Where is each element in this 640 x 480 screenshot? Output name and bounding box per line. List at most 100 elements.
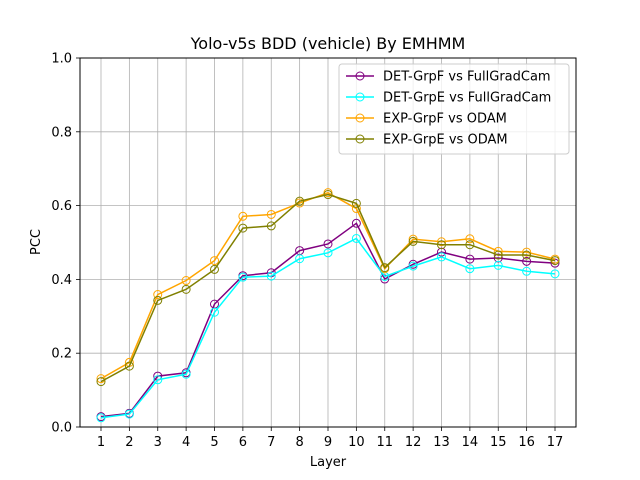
data-point	[323, 190, 333, 200]
data-point	[493, 250, 503, 260]
data-point	[522, 256, 532, 266]
data-point	[493, 260, 503, 270]
data-point	[522, 266, 532, 276]
data-point	[124, 409, 134, 419]
data-point	[351, 218, 361, 228]
data-point	[295, 196, 305, 206]
legend-marker	[355, 92, 365, 102]
data-point	[550, 269, 560, 279]
y-tick-label: 0.4	[51, 273, 72, 288]
x-tick-label: 1	[97, 435, 105, 450]
series-line	[100, 191, 556, 380]
data-point	[96, 413, 106, 423]
y-tick-label: 0.8	[51, 125, 72, 140]
data-point	[181, 369, 191, 379]
x-tick-label: 16	[518, 435, 535, 450]
data-point	[437, 237, 447, 247]
legend-entry: EXP-GrpF vs ODAM	[346, 112, 507, 127]
data-point	[493, 253, 503, 263]
data-point	[153, 295, 163, 305]
data-point	[153, 290, 163, 300]
data-point	[153, 375, 163, 385]
legend-box	[338, 63, 570, 155]
legend-entry: DET-GrpE vs FullGradCam	[346, 91, 551, 106]
data-point	[465, 264, 475, 274]
y-tick-label: 0.0	[51, 421, 72, 436]
legend-label: DET-GrpE vs FullGradCam	[383, 91, 551, 106]
x-tick-label: 14	[462, 435, 479, 450]
data-point	[465, 254, 475, 264]
legend-marker	[355, 134, 365, 144]
data-point	[522, 247, 532, 257]
legend-entry: EXP-GrpE vs ODAM	[346, 133, 508, 148]
legend: DET-GrpF vs FullGradCam DET-GrpE vs FullG…	[338, 63, 570, 155]
data-point	[408, 234, 418, 244]
data-point	[266, 221, 276, 231]
x-tick-label: 6	[239, 435, 247, 450]
data-point	[266, 271, 276, 281]
y-tick-label: 0.6	[51, 199, 72, 214]
y-tick-label: 0.2	[51, 347, 72, 362]
data-point	[323, 248, 333, 258]
x-tick-label: 9	[324, 435, 332, 450]
x-tick-label: 2	[125, 435, 133, 450]
data-point	[380, 263, 390, 273]
y-axis-label: PCC	[29, 229, 44, 255]
legend-label: DET-GrpF vs FullGradCam	[383, 70, 551, 85]
x-axis: 1 2 3 4 5 6 7 8 9 10 11 12 13 14 15 16 17	[97, 427, 563, 450]
data-point	[238, 272, 248, 282]
chart-title: Yolo-v5s BDD (vehicle) By EMHMM	[190, 34, 466, 53]
series-2	[96, 233, 560, 423]
legend-label: EXP-GrpF vs ODAM	[383, 112, 507, 127]
data-point	[351, 198, 361, 208]
legend-marker	[355, 71, 365, 81]
data-point	[408, 236, 418, 246]
data-point	[437, 252, 447, 262]
data-point	[550, 258, 560, 268]
x-tick-label: 10	[348, 435, 365, 450]
data-point	[238, 211, 248, 221]
data-point	[209, 256, 219, 266]
x-tick-label: 13	[433, 435, 450, 450]
x-tick-label: 4	[182, 435, 190, 450]
data-point	[181, 284, 191, 294]
data-point	[437, 247, 447, 257]
series-4	[96, 190, 560, 387]
x-tick-label: 12	[405, 435, 422, 450]
x-tick-label: 8	[295, 435, 303, 450]
x-tick-label: 15	[490, 435, 507, 450]
series-1	[96, 218, 560, 422]
data-point	[465, 240, 475, 250]
data-point	[96, 377, 106, 387]
data-point	[323, 239, 333, 249]
data-point	[380, 274, 390, 284]
data-point	[351, 233, 361, 243]
data-point	[209, 264, 219, 274]
x-tick-label: 7	[267, 435, 275, 450]
data-point	[437, 240, 447, 250]
data-point	[124, 361, 134, 371]
series-layer	[96, 188, 560, 423]
data-point	[522, 250, 532, 260]
legend-marker	[355, 113, 365, 123]
x-tick-label: 3	[154, 435, 162, 450]
series-line	[100, 193, 556, 383]
x-tick-label: 5	[210, 435, 218, 450]
data-point	[209, 307, 219, 317]
legend-label: EXP-GrpE vs ODAM	[383, 133, 508, 148]
data-point	[295, 254, 305, 264]
data-point	[465, 234, 475, 244]
y-axis: 0.0 0.2 0.4 0.6 0.8 1.0	[51, 52, 80, 436]
x-tick-label: 11	[376, 435, 393, 450]
data-point	[238, 223, 248, 233]
y-tick-label: 1.0	[51, 52, 72, 67]
series-line	[100, 237, 556, 419]
data-point	[266, 209, 276, 219]
legend-entry: DET-GrpF vs FullGradCam	[346, 70, 551, 85]
series-line	[100, 222, 556, 418]
data-point	[181, 276, 191, 286]
data-point	[408, 261, 418, 271]
x-tick-label: 17	[547, 435, 564, 450]
x-axis-label: Layer	[310, 455, 347, 470]
